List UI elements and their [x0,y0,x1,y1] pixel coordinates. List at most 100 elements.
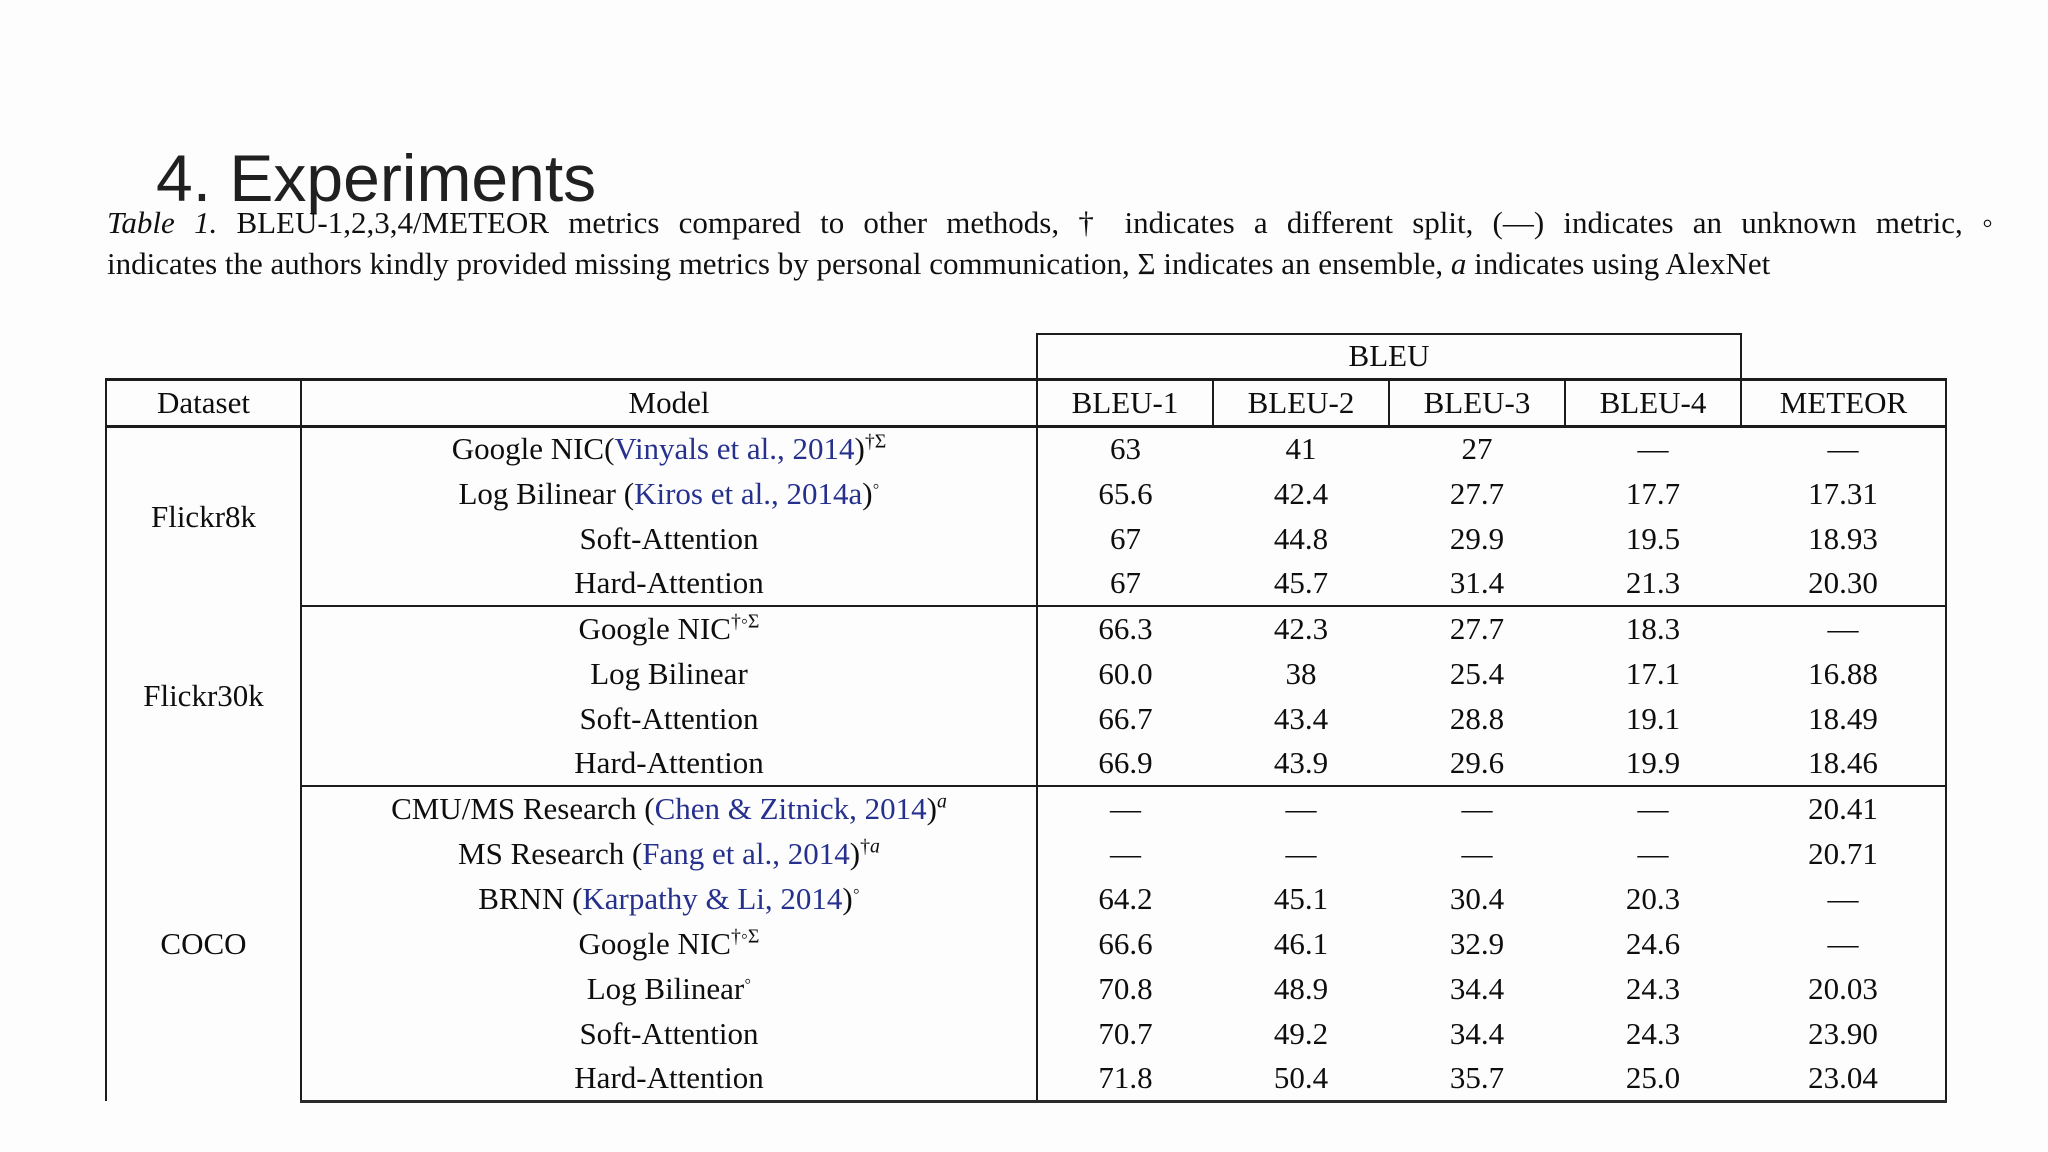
value-cell: 18.93 [1741,516,1947,561]
citation-link[interactable]: Karpathy & Li, 2014 [582,880,843,916]
value-cell: 67 [1110,520,1141,556]
table-row: Log Bilinear◦ 70.8 48.9 34.4 24.3 20.03 [106,966,1947,1011]
caption-text-segment: a [1450,246,1467,281]
model-cell: BRNN (Karpathy & Li, 2014)◦ [301,876,1038,921]
dataset-cell-flickr30k: Flickr30k [105,606,302,786]
column-header-dataset: Dataset [105,377,302,428]
value-cell: 20.71 [1741,831,1947,876]
value-cell: 66.9 [1037,741,1213,787]
value-cell: 27 [1461,431,1493,467]
superscript-marker: †◦Σ [731,925,759,947]
citation-link[interactable]: Kiros et al., 2014a [634,475,863,511]
value-cell: 19.9 [1565,741,1741,787]
superscript-segment: †Σ [864,430,887,453]
value-cell: — [1741,606,1947,651]
value-cell: — [1285,791,1317,826]
table-row: Hard-Attention 66.9 43.9 29.6 19.9 18.46 [106,741,1947,787]
value-cell: 20.30 [1741,561,1947,607]
superscript-segment: ◦ [744,970,752,993]
results-table: BLEU Dataset Model BLEU-1 BLEU-2 BLEU-3 BLEU-4… [105,333,1947,1103]
value-cell: 66.6 [1098,925,1153,961]
caption-text-segment: Table 1. [107,205,218,240]
value-cell: 44.8 [1273,520,1329,556]
table-row: Hard-Attention 71.8 50.4 35.7 25.0 23.04 [106,1056,1947,1103]
group-header-spacer-left [106,334,1037,381]
model-cell: Google NIC†◦Σ [301,606,1038,651]
value-cell: 28.8 [1449,700,1505,736]
table-caption: Table 1. BLEU-1,2,3,4/METEOR metrics com… [107,202,1993,284]
value-cell: — [1741,921,1947,966]
group-header-spacer-right [1741,334,1946,381]
model-name-segment: MS Research ( [458,835,643,871]
value-cell: 42.3 [1273,611,1329,646]
value-cell: 19.5 [1625,520,1681,556]
table-row: Soft-Attention 66.7 43.4 28.8 19.1 18.49 [106,696,1947,741]
table-row: Flickr8k Google NIC(Vinyals et al., 2014)… [105,426,1947,606]
value-cell: 23.04 [1741,1056,1947,1103]
dataset-cell-coco: COCO [105,786,302,1101]
superscript-marker: ◦ [853,880,860,902]
value-cell: 19.1 [1625,700,1681,736]
table-row: Log Bilinear 60.0 38 25.4 17.1 16.88 [106,651,1947,696]
model-name-segment: Log Bilinear [586,970,745,1006]
table-row: COCO CMU/MS Research (Chen & Zitnick, 201… [105,786,1947,1101]
superscript-segment: †◦Σ [730,925,760,948]
value-cell: 70.8 [1098,970,1153,1006]
citation-link[interactable]: Fang et al., 2014 [642,835,850,871]
model-name-segment: Soft-Attention [579,700,759,736]
model-cell: Log Bilinear (Kiros et al., 2014a)◦ [301,471,1038,516]
value-cell: 32.9 [1449,925,1505,961]
citation-link[interactable]: Vinyals et al., 2014 [614,431,855,467]
value-cell: 30.4 [1449,880,1505,916]
column-header-model: Model [300,377,1038,428]
results-table-container: BLEU Dataset Model BLEU-1 BLEU-2 BLEU-3 BLEU-4… [105,333,1947,1103]
model-name-segment: Google NIC [578,611,731,646]
value-cell: 23.90 [1741,1011,1947,1056]
model-name-segment: ) [842,880,853,916]
value-cell: 16.88 [1741,651,1947,696]
caption-text-segment: indicates the authors kindly provided mi… [107,246,1451,281]
model-name-segment: Log Bilinear [590,655,748,691]
value-cell: 49.2 [1273,1015,1329,1051]
value-cell: 17.1 [1625,655,1681,691]
superscript-segment: ◦ [852,880,860,903]
superscript-marker: †Σ [865,431,886,453]
column-header-bleu-2: BLEU-2 [1212,377,1390,428]
value-cell: — [1637,431,1669,467]
value-cell: 25.4 [1449,655,1505,691]
table-row: MS Research (Fang et al., 2014)†a — — — — 20.… [106,831,1947,876]
value-cell: 21.3 [1565,561,1741,607]
value-cell: 31.4 [1389,561,1565,607]
value-cell: 45.1 [1273,880,1329,916]
value-cell: 63 [1110,431,1141,467]
table-body: Flickr8k Google NIC(Vinyals et al., 2014)… [105,426,1947,1103]
value-cell: 48.9 [1273,970,1329,1006]
model-name-segment: Soft-Attention [579,520,759,556]
value-cell: — [1110,791,1141,826]
value-cell: 20.03 [1741,966,1947,1011]
model-cell: Hard-Attention [301,561,1038,607]
value-cell: — [1110,835,1141,871]
superscript-segment: a [870,835,880,858]
value-cell: 42.4 [1273,475,1329,511]
model-cell: Soft-Attention [301,516,1038,561]
superscript-segment: † [860,835,871,858]
value-cell: 60.0 [1098,655,1153,691]
value-cell: 17.7 [1625,475,1681,511]
model-name-segment: ) [849,835,861,871]
model-cell: Soft-Attention [301,696,1038,741]
value-cell: 41 [1285,431,1317,467]
table-row: Soft-Attention 70.7 49.2 34.4 24.3 23.90 [106,1011,1947,1056]
column-header-row: Dataset Model BLEU-1 BLEU-2 BLEU-3 BLEU-4 METE… [105,377,1947,428]
model-name-segment: Google NIC( [451,431,615,467]
model-name-segment: Hard-Attention [574,1059,764,1095]
model-name-segment: ) [862,475,873,511]
page-title: 4. Experiments [156,141,597,216]
citation-link[interactable]: Chen & Zitnick, 2014 [654,791,927,826]
table-row: Hard-Attention 67 45.7 31.4 21.3 20.30 [106,561,1947,607]
model-name-segment: Google NIC [578,925,731,961]
caption-line-2: indicates the authors kindly provided mi… [107,243,1993,284]
value-cell: 24.6 [1625,925,1681,961]
model-name-segment: CMU/MS Research ( [391,791,655,826]
model-name-segment: Log Bilinear ( [458,475,635,511]
